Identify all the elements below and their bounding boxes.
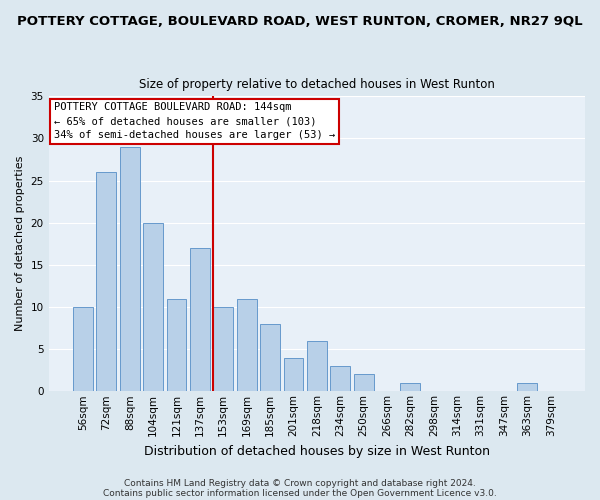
Bar	[330, 366, 350, 392]
Text: POTTERY COTTAGE, BOULEVARD ROAD, WEST RUNTON, CROMER, NR27 9QL: POTTERY COTTAGE, BOULEVARD ROAD, WEST RU…	[17, 15, 583, 28]
Y-axis label: Number of detached properties: Number of detached properties	[15, 156, 25, 332]
Title: Size of property relative to detached houses in West Runton: Size of property relative to detached ho…	[139, 78, 495, 91]
Text: Contains HM Land Registry data © Crown copyright and database right 2024.: Contains HM Land Registry data © Crown c…	[124, 478, 476, 488]
Bar	[353, 374, 374, 392]
Bar	[214, 307, 233, 392]
Bar	[284, 358, 304, 392]
Bar	[260, 324, 280, 392]
Bar	[190, 248, 210, 392]
X-axis label: Distribution of detached houses by size in West Runton: Distribution of detached houses by size …	[144, 444, 490, 458]
Bar	[73, 307, 93, 392]
Bar	[400, 383, 421, 392]
Bar	[307, 340, 327, 392]
Text: Contains public sector information licensed under the Open Government Licence v3: Contains public sector information licen…	[103, 488, 497, 498]
Bar	[517, 383, 537, 392]
Bar	[120, 147, 140, 392]
Bar	[143, 222, 163, 392]
Bar	[237, 298, 257, 392]
Bar	[97, 172, 116, 392]
Bar	[167, 298, 187, 392]
Text: POTTERY COTTAGE BOULEVARD ROAD: 144sqm
← 65% of detached houses are smaller (103: POTTERY COTTAGE BOULEVARD ROAD: 144sqm ←…	[54, 102, 335, 140]
